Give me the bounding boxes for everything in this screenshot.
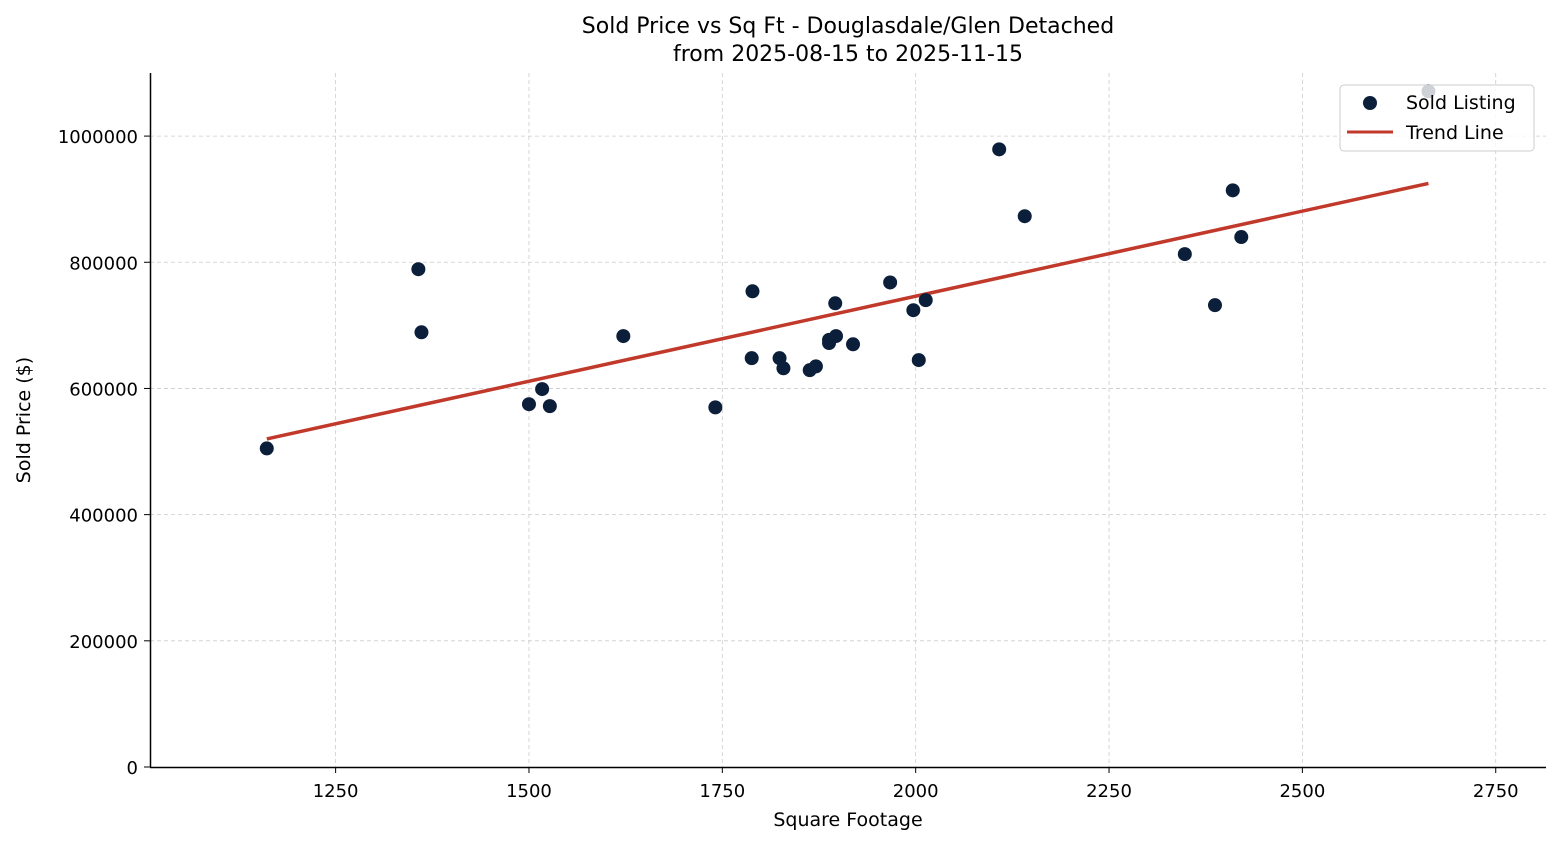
- legend-marker-sold-listing: [1363, 96, 1377, 110]
- data-point: [521, 397, 536, 412]
- data-point: [992, 142, 1007, 157]
- data-point: [829, 329, 844, 344]
- grid: [150, 73, 1546, 767]
- x-tick-label: 2000: [893, 781, 939, 802]
- x-tick-label: 1500: [506, 781, 552, 802]
- data-point: [1234, 230, 1249, 245]
- x-tick-label: 2750: [1473, 781, 1519, 802]
- data-point: [846, 337, 861, 352]
- chart-subtitle: from 2025-08-15 to 2025-11-15: [673, 42, 1023, 67]
- data-point: [1225, 183, 1240, 198]
- legend-box: [1339, 84, 1535, 152]
- data-point: [911, 353, 926, 368]
- legend-label-sold-listing: Sold Listing: [1406, 92, 1516, 114]
- legend-label-trend-line: Trend Line: [1405, 122, 1504, 144]
- y-tick-label: 1000000: [58, 127, 138, 148]
- data-point: [1017, 209, 1032, 224]
- data-point: [1177, 247, 1192, 262]
- x-tick-label: 2250: [1086, 781, 1132, 802]
- data-point: [883, 275, 898, 290]
- data-point: [828, 296, 843, 311]
- data-point: [776, 361, 791, 376]
- y-tick-label: 800000: [69, 253, 138, 274]
- data-point: [616, 329, 631, 344]
- y-axis-label: Sold Price ($): [13, 357, 35, 483]
- x-tick-label: 1250: [313, 781, 359, 802]
- y-tick-label: 0: [127, 758, 138, 779]
- ticks: 1250 1500 1750 2000 2250 2500 2750 0 200000 40000…: [58, 127, 1519, 802]
- legend: Sold Listing Trend Line: [1339, 84, 1535, 152]
- data-point: [535, 382, 550, 397]
- marks: [259, 84, 1436, 456]
- x-tick-label: 2500: [1279, 781, 1325, 802]
- data-point: [808, 359, 823, 374]
- data-point: [1207, 298, 1222, 313]
- data-point: [906, 303, 921, 318]
- y-tick-label: 400000: [69, 506, 138, 527]
- data-point: [414, 325, 429, 340]
- y-tick-label: 600000: [69, 379, 138, 400]
- data-point: [542, 399, 557, 414]
- x-axis-label: Square Footage: [773, 809, 922, 831]
- data-point: [918, 293, 933, 308]
- data-point: [708, 400, 723, 415]
- data-point: [745, 284, 760, 299]
- x-tick-label: 1750: [699, 781, 745, 802]
- data-point: [259, 441, 274, 456]
- y-tick-label: 200000: [69, 632, 138, 653]
- data-point: [411, 262, 426, 277]
- data-point: [744, 351, 759, 366]
- chart-title: Sold Price vs Sq Ft - Douglasdale/Glen D…: [582, 14, 1114, 39]
- trend-line: [266, 181, 1429, 441]
